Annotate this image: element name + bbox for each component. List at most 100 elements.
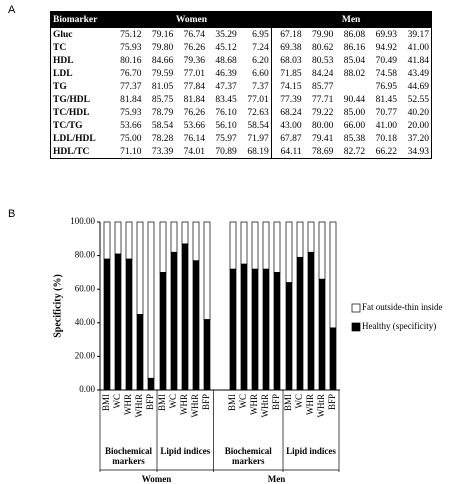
table-cell: 85.04 [343, 55, 366, 66]
x-tick-label: WC [294, 394, 304, 409]
bar-segment [114, 221, 122, 255]
table-cell: 75.93 [120, 42, 142, 53]
table-cell: 79.36 [183, 55, 206, 66]
x-tick-label: WC [112, 394, 122, 409]
table-cell: 86.08 [343, 29, 366, 40]
table-cell: 66.00 [343, 120, 366, 131]
bar-segment [285, 221, 293, 283]
table-cell: 75.00 [120, 133, 142, 144]
table-cell: 75.12 [120, 29, 142, 40]
table-cell: 77.01 [247, 94, 269, 105]
table-cell: 85.00 [343, 107, 366, 118]
table-cell: 76.10 [215, 107, 237, 118]
bar-segment [273, 221, 281, 273]
table-cell: 79.80 [151, 42, 174, 53]
y-axis-label: Specificity (%) [52, 274, 63, 338]
table-row: HDL/TC 71.10 73.39 74.01 70.89 68.19 64.11 78.6… [51, 145, 432, 159]
bar-segment [181, 243, 189, 391]
x-tick-label: WHtR [316, 394, 326, 418]
table-cell: 7.37 [252, 81, 269, 92]
row-label: HDL [53, 55, 74, 66]
y-tick-label: 80.00 [75, 250, 96, 260]
table-cell: 41.84 [407, 55, 429, 66]
table-cell: 68.24 [270, 106, 304, 119]
row-label: LDL [53, 68, 73, 79]
header-cell: Biomarker [50, 11, 112, 28]
x-tick-label: BFP [145, 394, 155, 410]
bar-segment [262, 268, 270, 391]
y-tick-label: 40.00 [75, 317, 96, 327]
table-cell: 81.84 [183, 94, 206, 105]
table-cell: 70.89 [215, 146, 237, 157]
table-cell: 84.24 [312, 68, 334, 79]
legend-swatch [351, 322, 361, 332]
table-cell: 81.05 [151, 81, 174, 92]
bar-segment [251, 268, 259, 391]
table-cell: 81.84 [120, 94, 142, 105]
table-cell: 70.77 [375, 107, 397, 118]
table-cell: 79.16 [151, 29, 174, 40]
x-tick-label: BMI [157, 394, 167, 411]
bar-segment [329, 327, 337, 391]
table-cell: 85.38 [343, 133, 366, 144]
table-row: HDL 80.16 84.66 79.36 48.68 6.20 68.03 80.53 85.… [51, 54, 432, 67]
table-cell: 67.18 [270, 28, 304, 41]
bar-segment [307, 251, 315, 391]
table-cell: 82.72 [343, 146, 366, 157]
row-label: LDL/HDL [53, 133, 96, 144]
table-cell: 80.00 [312, 120, 334, 131]
table-cell: 43.00 [270, 119, 304, 132]
x-tick-label: WHtR [190, 394, 200, 418]
table-row: Gluc 75.12 79.16 76.74 35.29 6.95 67.18 79.90 86… [51, 28, 432, 41]
table-cell: 39.17 [407, 29, 429, 40]
legend-label: Healthy (specificity) [362, 321, 436, 331]
legend-label: Fat outside-thin inside [362, 302, 443, 312]
row-label: TC [53, 42, 67, 53]
table-cell: 77.37 [120, 81, 142, 92]
bar-segment [159, 221, 167, 273]
row-label: TG [53, 81, 67, 92]
table-cell: 90.44 [343, 94, 366, 105]
table-cell: 41.00 [375, 120, 397, 131]
y-tick-label: 20.00 [75, 350, 96, 360]
table-cell: 7.24 [252, 42, 269, 53]
table-cell: 86.16 [343, 42, 366, 53]
table-cell: 69.93 [375, 29, 397, 40]
bar-segment [240, 221, 248, 265]
bar-segment [229, 268, 237, 391]
table-cell: 77.39 [270, 93, 304, 106]
bar-segment [229, 221, 237, 270]
x-tick-label: BMI [101, 394, 111, 411]
table-cell: 79.22 [312, 107, 334, 118]
table-cell: 35.29 [215, 29, 237, 40]
bar-segment [318, 221, 326, 280]
table-cell: 53.66 [183, 120, 206, 131]
table-cell: 78.79 [151, 107, 174, 118]
table-cell: 70.18 [375, 133, 397, 144]
x-tick-label: WHtR [260, 394, 270, 418]
table-cell: 70.49 [375, 55, 397, 66]
x-tick-label: BMI [227, 394, 237, 411]
bar-segment [181, 221, 189, 245]
bar-segment [170, 221, 178, 253]
panel-label: B [8, 208, 16, 220]
table-cell: 76.95 [375, 81, 397, 92]
table-cell: 85.77 [312, 81, 334, 92]
bar-segment [240, 263, 248, 391]
table-cell: 80.62 [312, 42, 334, 53]
table-cell: 66.22 [375, 146, 397, 157]
table-row: TG/HDL 81.84 85.75 81.84 83.45 77.01 77.39 77.7… [51, 93, 432, 106]
table-cell: 79.59 [151, 68, 174, 79]
row-label: TC/HDL [53, 107, 90, 118]
panel-label: A [8, 4, 16, 16]
group-label: Men [267, 474, 286, 484]
bar-segment [296, 221, 304, 258]
table-cell: 44.69 [407, 81, 429, 92]
y-tick-label: 0.00 [79, 384, 95, 394]
bar-segment [203, 319, 211, 391]
bar-segment [307, 221, 315, 253]
bar-segment [114, 253, 122, 391]
bar-segment [103, 258, 111, 391]
table-cell: 52.55 [407, 94, 429, 105]
table-cell: 76.26 [183, 42, 206, 53]
